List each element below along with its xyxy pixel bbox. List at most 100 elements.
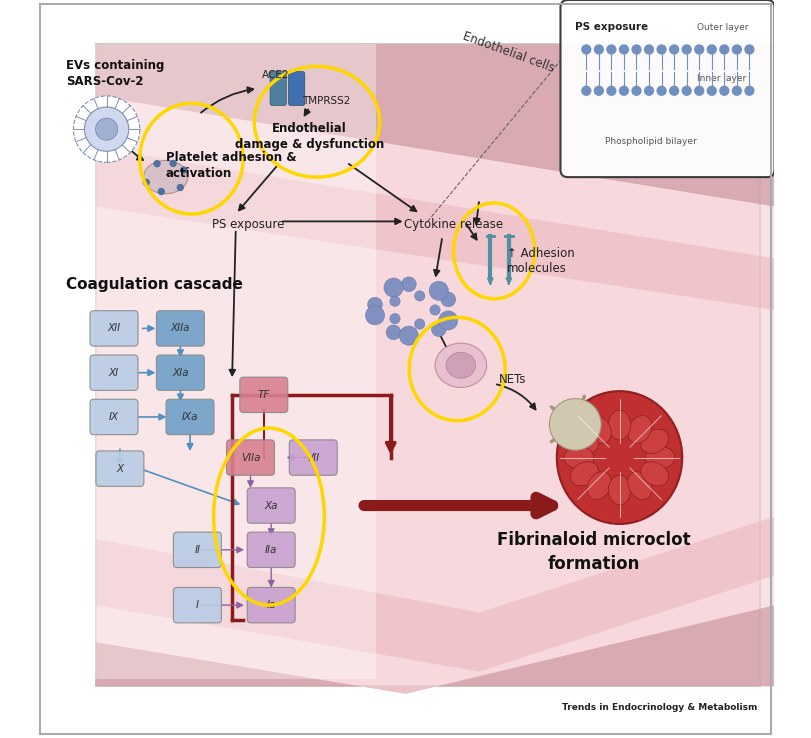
Circle shape [96,118,118,140]
FancyBboxPatch shape [174,532,221,568]
Ellipse shape [570,430,599,453]
Text: Trends in Endocrinology & Metabolism: Trends in Endocrinology & Metabolism [562,703,757,711]
Text: X: X [116,463,123,474]
Circle shape [366,306,384,325]
Circle shape [620,86,629,95]
Text: Platelet adhesion &
activation: Platelet adhesion & activation [165,151,296,180]
FancyBboxPatch shape [90,311,138,346]
Ellipse shape [587,472,611,500]
Circle shape [670,86,679,95]
Circle shape [157,188,165,196]
Text: ACE2: ACE2 [262,70,289,80]
Circle shape [549,399,601,450]
FancyBboxPatch shape [90,355,138,390]
Circle shape [745,45,754,54]
Circle shape [720,86,729,95]
Circle shape [414,319,425,329]
Ellipse shape [435,343,487,387]
Circle shape [620,45,629,54]
Text: XIa: XIa [172,368,189,378]
Text: Phospholipid bilayer: Phospholipid bilayer [605,137,697,146]
Circle shape [74,96,139,162]
Circle shape [367,297,382,312]
Ellipse shape [144,161,188,194]
Circle shape [682,86,691,95]
Text: ↑ Adhesion
molecules: ↑ Adhesion molecules [508,247,575,275]
Ellipse shape [564,446,594,469]
Text: XII: XII [107,323,121,334]
FancyBboxPatch shape [290,440,337,475]
Text: PS exposure: PS exposure [212,218,285,231]
Text: I: I [196,600,199,610]
Text: XIIa: XIIa [170,323,190,334]
Circle shape [430,305,440,315]
Text: TMPRSS2: TMPRSS2 [303,96,350,106]
Circle shape [657,45,666,54]
Ellipse shape [641,462,668,486]
Text: Endothelial
damage & dysfunction: Endothelial damage & dysfunction [235,122,384,151]
Circle shape [645,45,654,54]
Circle shape [169,159,177,167]
Text: EVs containing
SARS-Cov-2: EVs containing SARS-Cov-2 [66,59,165,88]
Polygon shape [96,517,775,672]
Circle shape [745,86,754,95]
Text: PS exposure: PS exposure [575,21,648,32]
Text: Cytokine release: Cytokine release [404,218,503,231]
Ellipse shape [646,446,675,469]
Circle shape [720,45,729,54]
Circle shape [177,184,184,191]
Circle shape [732,45,741,54]
Circle shape [390,296,400,306]
FancyBboxPatch shape [270,72,286,106]
Polygon shape [96,96,775,694]
Circle shape [695,45,704,54]
Text: IXa: IXa [182,412,198,422]
Circle shape [695,86,704,95]
Ellipse shape [608,410,631,440]
Circle shape [632,86,641,95]
Circle shape [84,107,129,151]
Circle shape [386,325,401,339]
FancyBboxPatch shape [226,440,274,475]
Text: Coagulation cascade: Coagulation cascade [66,277,243,292]
Circle shape [657,86,666,95]
Circle shape [390,314,400,324]
Circle shape [607,45,616,54]
Ellipse shape [628,472,652,500]
Text: NETs: NETs [500,373,526,386]
Text: Ia: Ia [267,600,276,610]
Ellipse shape [641,430,668,453]
Circle shape [414,291,425,301]
Text: VIIa: VIIa [241,452,260,463]
Circle shape [401,277,416,292]
FancyBboxPatch shape [560,0,775,177]
Circle shape [707,45,716,54]
Polygon shape [96,605,775,694]
Circle shape [399,326,418,345]
Circle shape [707,86,716,95]
FancyBboxPatch shape [247,488,295,523]
Circle shape [645,86,654,95]
Ellipse shape [570,462,599,486]
Circle shape [594,86,603,95]
Circle shape [429,281,448,300]
Polygon shape [96,148,775,310]
Text: IX: IX [109,412,119,422]
Circle shape [180,166,187,173]
FancyBboxPatch shape [66,44,376,679]
Text: Xa: Xa [264,500,278,511]
Text: Endothelial cells: Endothelial cells [461,30,556,75]
Ellipse shape [587,415,611,444]
FancyBboxPatch shape [289,72,305,106]
FancyBboxPatch shape [240,377,288,413]
Text: Fibrinaloid microclot
formation: Fibrinaloid microclot formation [497,531,690,573]
Circle shape [594,45,603,54]
Text: Outer layer: Outer layer [697,23,749,32]
Circle shape [143,179,150,186]
FancyBboxPatch shape [247,532,295,568]
Text: TF: TF [258,390,270,400]
FancyBboxPatch shape [90,399,138,435]
Ellipse shape [628,415,652,444]
Ellipse shape [446,353,475,379]
Circle shape [439,311,458,330]
